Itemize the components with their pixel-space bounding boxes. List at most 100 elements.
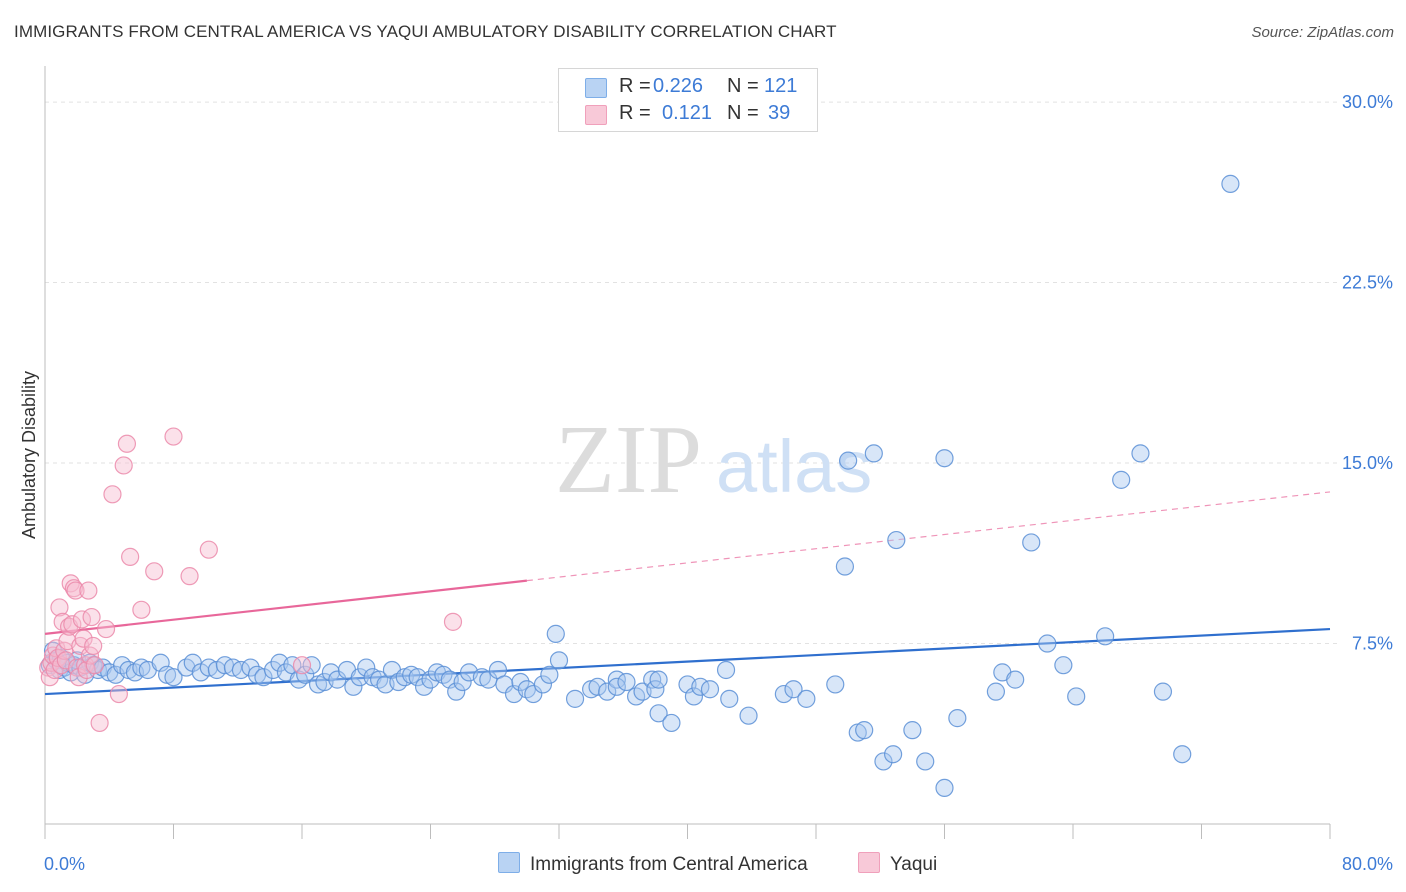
point-central-america: [916, 752, 935, 771]
point-central-america: [565, 689, 585, 708]
point-central-america: [344, 677, 363, 696]
point-central-america: [350, 668, 369, 687]
y-tick-label: 15.0%: [1342, 453, 1393, 473]
point-central-america: [588, 677, 607, 696]
point-central-america: [1067, 687, 1086, 706]
tick-labels: 7.5% 15.0% 22.5% 30.0% 0.0% 80.0%: [44, 92, 1393, 874]
point-central-america: [540, 665, 559, 684]
point-central-america: [328, 670, 347, 689]
point-central-america: [784, 680, 803, 699]
point-central-america: [164, 668, 183, 687]
point-yaqui: [63, 615, 82, 634]
point-yaqui: [145, 562, 164, 581]
point-yaqui: [117, 434, 137, 453]
point-yaqui: [114, 456, 133, 475]
point-central-america: [1221, 174, 1240, 193]
watermark: ZIP atlas: [555, 406, 872, 514]
point-central-america: [662, 713, 681, 733]
point-central-america: [720, 689, 739, 708]
point-yaqui: [292, 656, 312, 675]
point-yaqui: [74, 629, 93, 648]
point-central-america: [716, 660, 736, 680]
point-central-america: [1153, 682, 1173, 701]
point-central-america: [887, 530, 906, 550]
point-central-america: [684, 687, 704, 706]
legend-r-value: 0.226: [653, 75, 704, 97]
point-central-america: [524, 684, 543, 704]
point-central-america: [1131, 444, 1150, 463]
point-yaqui: [180, 567, 199, 586]
legend-r-value: 0.121: [662, 102, 713, 124]
point-central-america: [414, 677, 434, 696]
point-central-america: [883, 745, 903, 764]
point-yaqui: [90, 713, 109, 733]
point-central-america: [903, 721, 922, 740]
point-central-america: [302, 656, 321, 675]
point-central-america: [549, 651, 569, 670]
bottom-legend-swatch-blue: [498, 852, 520, 873]
y-tick-label: 22.5%: [1342, 273, 1393, 293]
point-yaqui: [103, 485, 122, 504]
point-central-america: [649, 704, 668, 723]
point-central-america: [241, 658, 260, 677]
bottom-legend-swatch-pink: [858, 852, 880, 873]
point-yaqui: [121, 547, 140, 566]
point-yaqui: [80, 646, 100, 665]
point-central-america: [826, 675, 845, 694]
point-central-america: [935, 449, 954, 468]
point-central-america: [646, 680, 665, 699]
point-yaqui: [164, 427, 183, 446]
point-central-america: [296, 665, 315, 684]
x-tick-label: 0.0%: [44, 854, 85, 874]
point-central-america: [797, 689, 816, 708]
point-yaqui: [66, 581, 85, 600]
point-yaqui: [96, 619, 116, 639]
y-axis-label: Ambulatory Disability: [19, 371, 39, 539]
point-central-america: [643, 670, 662, 689]
point-central-america: [855, 721, 874, 740]
bottom-legend-yaqui: Yaqui: [858, 852, 937, 876]
point-central-america: [447, 682, 466, 701]
point-central-america: [1038, 634, 1057, 653]
source-attribution: Source: ZipAtlas.com: [1251, 24, 1394, 41]
point-central-america: [839, 451, 858, 470]
point-yaqui: [50, 598, 69, 617]
point-central-america: [1006, 670, 1025, 689]
point-central-america: [453, 672, 472, 692]
data-points: [39, 174, 1240, 798]
point-central-america: [607, 677, 626, 696]
legend: R = 0.226 N = 121 R = 0.121 N = 39: [558, 68, 818, 132]
point-central-america: [948, 709, 967, 728]
point-yaqui: [84, 636, 103, 656]
point-central-america: [864, 444, 883, 463]
point-yaqui: [199, 540, 218, 559]
legend-r-label: R =: [619, 102, 651, 124]
bottom-legend-central-america: Immigrants from Central America: [498, 852, 808, 876]
point-central-america: [1112, 470, 1131, 489]
point-central-america: [546, 624, 565, 643]
trend-line-yaqui-extrapolated: [526, 491, 1331, 582]
point-central-america: [357, 658, 376, 677]
bottom-legend-label: Yaqui: [890, 854, 938, 875]
point-yaqui: [132, 600, 151, 619]
y-tick-label: 30.0%: [1342, 92, 1393, 112]
point-central-america: [254, 668, 273, 687]
point-central-america: [935, 778, 954, 798]
point-central-america: [835, 557, 855, 576]
point-central-america: [774, 684, 793, 704]
chart-title: IMMIGRANTS FROM CENTRAL AMERICA VS YAQUI…: [14, 22, 837, 41]
y-tick-label: 7.5%: [1352, 634, 1393, 654]
point-central-america: [617, 672, 636, 692]
axes: [44, 66, 1331, 839]
legend-swatch-pink: [585, 105, 607, 125]
point-central-america: [511, 672, 530, 692]
point-central-america: [1096, 627, 1115, 646]
point-yaqui: [109, 684, 128, 704]
legend-n-value: 121: [764, 75, 798, 97]
legend-n-label: N =: [727, 75, 759, 97]
point-central-america: [874, 752, 893, 771]
point-yaqui: [56, 651, 75, 670]
point-yaqui: [79, 581, 98, 600]
point-yaqui: [443, 612, 463, 631]
